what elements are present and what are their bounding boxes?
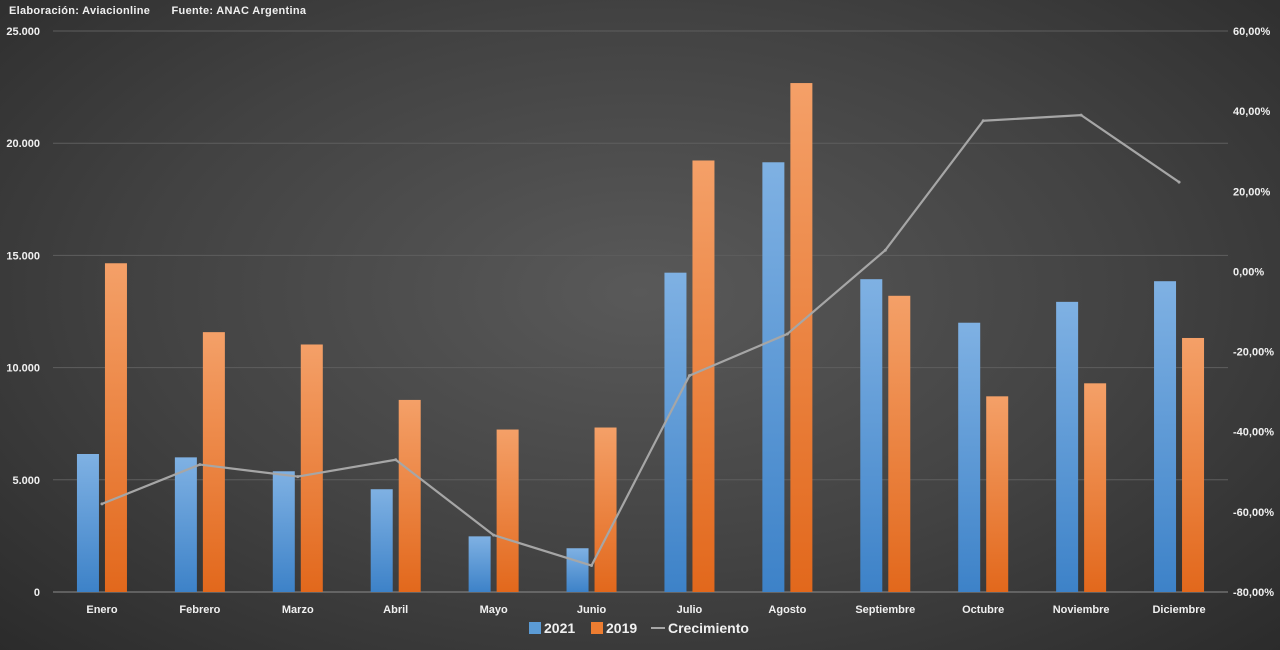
legend-label-crecimiento: Crecimiento bbox=[668, 620, 749, 636]
category-axis: Enero Febrero Marzo Abril Mayo Junio Julio Agos… bbox=[86, 604, 1205, 616]
right-tick-label: -80,00% bbox=[1233, 587, 1274, 599]
right-tick-label: 20,00% bbox=[1233, 186, 1271, 198]
bar-2021 bbox=[174, 457, 197, 592]
bar-2021 bbox=[1154, 281, 1177, 592]
category-label: Agosto bbox=[768, 604, 806, 616]
bar-2021 bbox=[566, 548, 589, 592]
growth-line bbox=[101, 114, 1180, 567]
left-tick-label: 20.000 bbox=[6, 138, 40, 150]
bar-2021 bbox=[272, 471, 295, 592]
growth-point bbox=[198, 463, 202, 467]
growth-line-layer bbox=[100, 113, 1181, 568]
left-tick-label: 0 bbox=[34, 587, 40, 599]
bar-2021 bbox=[370, 489, 393, 592]
bar-2019 bbox=[202, 332, 225, 592]
bar-2019 bbox=[104, 263, 127, 592]
bar-2021 bbox=[468, 536, 491, 592]
category-label: Julio bbox=[677, 604, 703, 616]
growth-point bbox=[394, 458, 398, 462]
right-tick-label: -60,00% bbox=[1233, 507, 1274, 519]
category-label: Enero bbox=[86, 604, 117, 616]
bar-2019 bbox=[986, 396, 1009, 592]
bar-2019 bbox=[790, 83, 813, 593]
credit-text: Elaboración: Aviacionline bbox=[9, 5, 151, 17]
category-label: Marzo bbox=[282, 604, 314, 616]
right-tick-label: -20,00% bbox=[1233, 347, 1274, 359]
growth-point bbox=[687, 374, 691, 378]
left-tick-label: 10.000 bbox=[6, 363, 40, 375]
bar-2019 bbox=[1084, 383, 1107, 592]
category-label: Noviembre bbox=[1053, 604, 1110, 616]
bar-2021 bbox=[1056, 301, 1079, 592]
bar-2021 bbox=[860, 279, 883, 592]
bar-2019 bbox=[496, 429, 519, 592]
bar-2021 bbox=[664, 272, 687, 592]
category-label: Junio bbox=[577, 604, 607, 616]
right-tick-label: -40,00% bbox=[1233, 427, 1274, 439]
category-label: Septiembre bbox=[855, 604, 915, 616]
growth-point bbox=[981, 119, 985, 123]
bar-2019 bbox=[1182, 337, 1205, 592]
bar-2019 bbox=[594, 427, 617, 592]
legend: 2021 2019 Crecimiento bbox=[529, 620, 749, 636]
grid-lines bbox=[53, 30, 1228, 593]
bar-2021 bbox=[958, 322, 981, 592]
legend-swatch-2019 bbox=[591, 622, 603, 634]
chart-header: Elaboración: Aviacionline Fuente: ANAC A… bbox=[9, 5, 306, 17]
growth-point bbox=[296, 475, 300, 479]
right-tick-label: 60,00% bbox=[1233, 26, 1271, 38]
right-axis: -80,00% -60,00% -40,00% -20,00% 0,00% 20,00% 4… bbox=[1233, 26, 1274, 599]
left-tick-label: 25.000 bbox=[6, 26, 40, 38]
bar-2019 bbox=[300, 344, 323, 592]
right-tick-label: 0,00% bbox=[1233, 266, 1264, 278]
bar-2019 bbox=[692, 160, 715, 592]
category-label: Octubre bbox=[962, 604, 1004, 616]
category-label: Diciembre bbox=[1152, 604, 1205, 616]
category-label: Mayo bbox=[480, 604, 508, 616]
source-text: Fuente: ANAC Argentina bbox=[171, 5, 307, 17]
category-label: Febrero bbox=[179, 604, 220, 616]
growth-point bbox=[100, 502, 104, 506]
legend-swatch-2021 bbox=[529, 622, 541, 634]
bar-2019 bbox=[888, 295, 911, 592]
bars-layer bbox=[76, 83, 1205, 593]
category-label: Abril bbox=[383, 604, 408, 616]
growth-point bbox=[492, 533, 496, 537]
bar-2019 bbox=[398, 399, 421, 592]
legend-label-2019: 2019 bbox=[606, 620, 637, 636]
bar-2021 bbox=[76, 453, 99, 592]
right-tick-label: 40,00% bbox=[1233, 106, 1271, 118]
growth-point bbox=[883, 248, 887, 252]
growth-point bbox=[785, 332, 789, 336]
growth-point bbox=[590, 564, 594, 568]
bar-2021 bbox=[762, 162, 785, 593]
growth-point bbox=[1177, 180, 1181, 184]
legend-label-2021: 2021 bbox=[544, 620, 575, 636]
left-tick-label: 15.000 bbox=[6, 250, 40, 262]
growth-point bbox=[1079, 113, 1083, 117]
left-tick-label: 5.000 bbox=[12, 475, 40, 487]
left-axis: 0 5.000 10.000 15.000 20.000 25.000 bbox=[6, 26, 40, 599]
